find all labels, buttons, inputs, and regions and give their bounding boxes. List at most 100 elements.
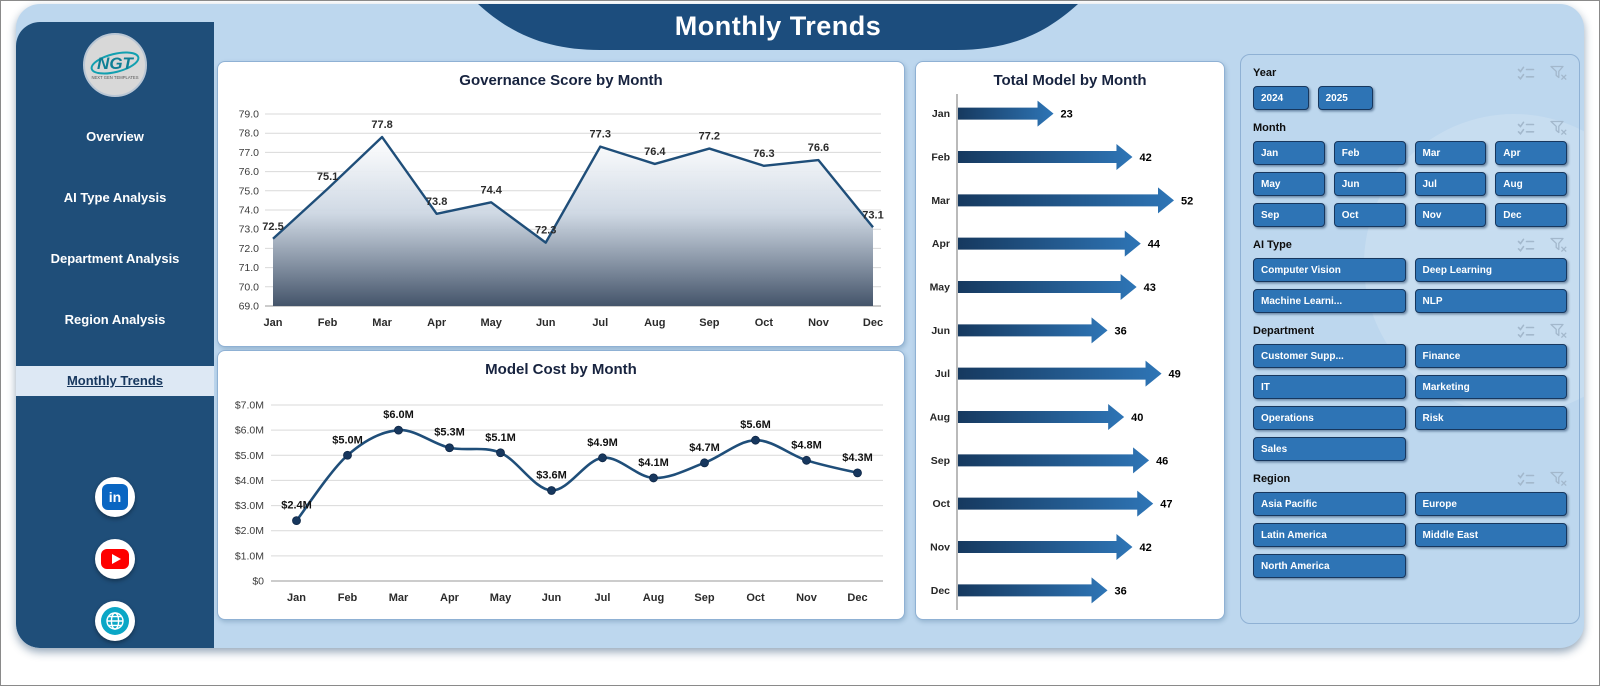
svg-text:$4.3M: $4.3M <box>842 452 873 464</box>
slicer-option-marketing[interactable]: Marketing <box>1414 375 1567 399</box>
slicer-option-apr[interactable]: Apr <box>1495 141 1567 165</box>
slicer-option-nov[interactable]: Nov <box>1414 203 1487 227</box>
slicer-option-operations[interactable]: Operations <box>1253 406 1406 430</box>
sidebar-item-region-analysis[interactable]: Region Analysis <box>64 312 166 327</box>
svg-text:Oct: Oct <box>932 498 950 510</box>
slicer-header-icons <box>1517 471 1567 487</box>
clear-filter-icon[interactable] <box>1550 471 1567 487</box>
multi-select-icon[interactable] <box>1517 121 1535 136</box>
slicer-option-middle-east[interactable]: Middle East <box>1414 523 1567 547</box>
slicer-header-icons <box>1517 65 1567 81</box>
svg-text:Mar: Mar <box>389 592 409 604</box>
svg-text:Oct: Oct <box>746 592 765 604</box>
svg-text:78.0: 78.0 <box>239 128 260 140</box>
slicer-option-2024[interactable]: 2024 <box>1253 86 1309 110</box>
total-model-chart-panel: Total Model by Month 23 Jan 42 Feb 52 Mar 44 Ap… <box>915 61 1225 620</box>
svg-text:Nov: Nov <box>930 542 950 554</box>
svg-text:76.0: 76.0 <box>239 166 260 178</box>
slicer-option-north-america[interactable]: North America <box>1253 554 1406 578</box>
slicer-option-jun[interactable]: Jun <box>1333 172 1406 196</box>
slicer-option-europe[interactable]: Europe <box>1414 492 1567 516</box>
sidebar-item-monthly-trends[interactable]: Monthly Trends <box>16 366 214 396</box>
model-cost-line-chart: $0 $1.0M $2.0M $3.0M $4.0M $5.0M $6.0M $7.0M $2.… <box>235 400 883 604</box>
slicer-header-icons <box>1517 323 1567 339</box>
svg-text:71.0: 71.0 <box>239 262 260 274</box>
slicer-option-customer-supp[interactable]: Customer Supp... <box>1253 344 1406 368</box>
logo-subtext: NEXT GEN TEMPLATES <box>91 75 138 80</box>
slicer-option-machine-learni[interactable]: Machine Learni... <box>1253 289 1406 313</box>
svg-text:$4.1M: $4.1M <box>638 457 669 469</box>
clear-filter-icon[interactable] <box>1550 120 1567 136</box>
slicer-option-sep[interactable]: Sep <box>1253 203 1325 227</box>
slicer-option-sales[interactable]: Sales <box>1253 437 1406 461</box>
svg-text:$2.0M: $2.0M <box>235 525 264 537</box>
slicer-option-aug[interactable]: Aug <box>1495 172 1567 196</box>
website-button[interactable] <box>95 601 135 641</box>
svg-text:73.1: 73.1 <box>862 209 883 221</box>
svg-text:May: May <box>480 317 502 329</box>
svg-text:44: 44 <box>1148 239 1161 251</box>
svg-text:76.3: 76.3 <box>753 148 774 160</box>
svg-text:Jan: Jan <box>287 592 306 604</box>
svg-text:73.0: 73.0 <box>239 224 260 236</box>
slicer-option-mar[interactable]: Mar <box>1414 141 1487 165</box>
slicer-option-latin-america[interactable]: Latin America <box>1253 523 1406 547</box>
governance-chart-title: Governance Score by Month <box>459 72 663 89</box>
clear-filter-icon[interactable] <box>1550 323 1567 339</box>
slicer-option-nlp[interactable]: NLP <box>1414 289 1567 313</box>
slicer-title-department: Department <box>1253 325 1315 337</box>
svg-text:Jul: Jul <box>935 368 950 380</box>
svg-text:$3.0M: $3.0M <box>235 500 264 512</box>
clear-filter-icon[interactable] <box>1550 237 1567 253</box>
svg-text:23: 23 <box>1061 109 1073 121</box>
sidebar-nav: Overview AI Type Analysis Department Analy… <box>16 122 214 427</box>
slicer-option-it[interactable]: IT <box>1253 375 1406 399</box>
slicer-option-risk[interactable]: Risk <box>1414 406 1567 430</box>
slicer-option-dec[interactable]: Dec <box>1495 203 1567 227</box>
sidebar-item-ai-type-analysis[interactable]: AI Type Analysis <box>63 190 167 205</box>
slicer-option-may[interactable]: May <box>1253 172 1325 196</box>
slicer-header-icons <box>1517 237 1567 253</box>
svg-text:$4.9M: $4.9M <box>587 437 618 449</box>
youtube-icon <box>101 549 129 569</box>
svg-text:75.0: 75.0 <box>239 185 260 197</box>
slicer-option-asia-pacific[interactable]: Asia Pacific <box>1253 492 1406 516</box>
slicer-option-feb[interactable]: Feb <box>1333 141 1406 165</box>
svg-text:Nov: Nov <box>796 592 818 604</box>
svg-text:72.0: 72.0 <box>239 243 260 255</box>
slicer-option-computer-vision[interactable]: Computer Vision <box>1253 258 1406 282</box>
multi-select-icon[interactable] <box>1517 238 1535 253</box>
svg-text:$7.0M: $7.0M <box>235 400 264 412</box>
svg-text:43: 43 <box>1144 282 1156 294</box>
svg-text:May: May <box>490 592 512 604</box>
multi-select-icon[interactable] <box>1517 472 1535 487</box>
svg-text:Feb: Feb <box>338 592 358 604</box>
svg-text:$6.0M: $6.0M <box>235 425 264 437</box>
svg-text:72.5: 72.5 <box>262 221 283 233</box>
total-model-arrow-chart: 23 Jan 42 Feb 52 Mar 44 Apr 43 May 36 Jun 49 Jul 40 Aug… <box>930 94 1193 610</box>
slicer-option-jan[interactable]: Jan <box>1253 141 1325 165</box>
svg-text:40: 40 <box>1131 412 1143 424</box>
svg-text:Apr: Apr <box>932 238 950 250</box>
svg-text:Jun: Jun <box>931 325 950 337</box>
linkedin-button[interactable]: in <box>95 477 135 517</box>
slicer-option-deep-learning[interactable]: Deep Learning <box>1414 258 1567 282</box>
youtube-button[interactable] <box>95 539 135 579</box>
clear-filter-icon[interactable] <box>1550 65 1567 81</box>
svg-text:47: 47 <box>1160 499 1172 511</box>
slicer-option-jul[interactable]: Jul <box>1414 172 1487 196</box>
multi-select-icon[interactable] <box>1517 324 1535 339</box>
multi-select-icon[interactable] <box>1517 66 1535 81</box>
svg-text:$0: $0 <box>252 576 264 588</box>
sidebar-item-department-analysis[interactable]: Department Analysis <box>50 251 180 266</box>
svg-text:Jan: Jan <box>264 317 283 329</box>
svg-text:Aug: Aug <box>643 592 664 604</box>
slicer-option-finance[interactable]: Finance <box>1414 344 1567 368</box>
svg-text:72.3: 72.3 <box>535 225 556 237</box>
svg-text:Jan: Jan <box>932 108 950 120</box>
slicer-option-2025[interactable]: 2025 <box>1317 86 1374 110</box>
slicer-option-oct[interactable]: Oct <box>1333 203 1406 227</box>
linkedin-icon: in <box>102 484 128 510</box>
sidebar-item-overview[interactable]: Overview <box>86 129 144 144</box>
svg-text:Mar: Mar <box>931 195 950 207</box>
